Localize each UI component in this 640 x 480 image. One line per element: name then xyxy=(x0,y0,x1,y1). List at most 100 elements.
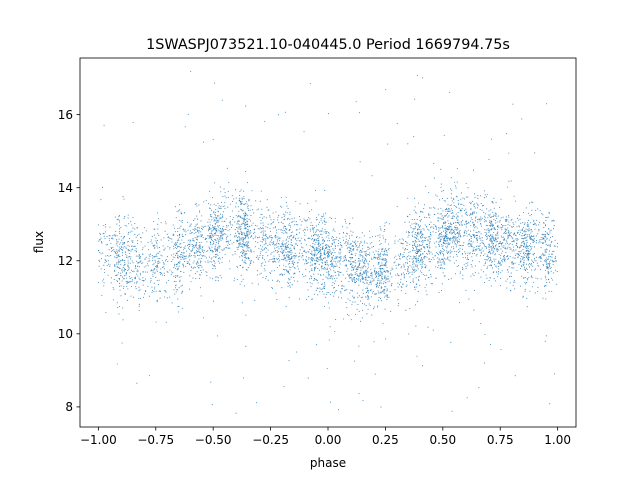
data-point xyxy=(489,221,491,223)
data-point xyxy=(229,215,231,218)
data-point xyxy=(148,258,150,260)
data-point xyxy=(353,296,355,298)
data-point xyxy=(333,264,335,266)
data-point xyxy=(341,245,343,247)
data-point xyxy=(297,224,299,226)
data-point xyxy=(380,271,382,273)
data-point xyxy=(277,236,279,238)
data-point xyxy=(441,283,443,285)
data-point xyxy=(134,250,136,252)
data-point xyxy=(550,277,553,279)
data-point xyxy=(296,234,298,236)
data-point xyxy=(408,333,410,335)
data-point xyxy=(427,239,429,241)
data-point xyxy=(421,263,423,265)
data-point xyxy=(466,258,468,261)
data-point xyxy=(239,283,241,285)
data-point xyxy=(287,251,289,253)
data-point xyxy=(349,249,351,251)
data-point xyxy=(351,290,353,292)
data-point xyxy=(219,238,221,240)
data-point xyxy=(243,220,245,222)
data-point xyxy=(522,296,524,298)
data-point xyxy=(467,187,469,189)
data-point xyxy=(461,223,463,225)
data-point xyxy=(171,302,173,304)
data-point xyxy=(255,256,258,259)
data-point xyxy=(378,262,380,264)
data-point xyxy=(367,290,369,292)
data-point xyxy=(396,258,398,260)
data-point xyxy=(412,236,414,238)
data-point xyxy=(347,298,349,300)
data-point xyxy=(269,235,271,237)
data-point xyxy=(324,223,326,225)
data-point xyxy=(546,217,548,219)
data-point xyxy=(508,266,510,268)
data-point xyxy=(246,213,248,215)
data-point xyxy=(152,257,154,259)
data-point xyxy=(241,232,243,234)
data-point xyxy=(219,246,221,248)
data-point xyxy=(163,272,165,274)
chart-title: 1SWASPJ073521.10-040445.0 Period 1669794… xyxy=(146,37,510,53)
data-point xyxy=(151,270,153,272)
data-point xyxy=(149,255,151,258)
data-point xyxy=(395,274,397,276)
data-point xyxy=(171,254,173,256)
data-point xyxy=(369,276,371,278)
data-point xyxy=(528,245,530,247)
data-point xyxy=(235,412,237,414)
data-point xyxy=(508,215,510,217)
data-point xyxy=(258,236,260,238)
data-point xyxy=(377,292,380,294)
data-point xyxy=(244,212,246,214)
data-point xyxy=(457,212,459,214)
data-point xyxy=(222,250,224,252)
data-point xyxy=(327,240,329,242)
data-point xyxy=(497,276,499,278)
data-point xyxy=(493,248,495,250)
data-point xyxy=(483,362,486,364)
data-point xyxy=(155,237,157,239)
data-point xyxy=(260,213,262,215)
data-point xyxy=(254,224,256,227)
data-point xyxy=(176,253,178,255)
data-point xyxy=(486,193,488,195)
data-point xyxy=(369,305,371,307)
data-point xyxy=(512,261,514,263)
data-point xyxy=(136,273,138,275)
data-point xyxy=(372,290,374,292)
data-point xyxy=(479,245,481,247)
data-point xyxy=(138,286,140,288)
data-point xyxy=(350,251,352,253)
data-point xyxy=(299,219,301,221)
data-point xyxy=(454,237,456,239)
data-point xyxy=(127,244,129,246)
data-point xyxy=(128,268,130,270)
data-point xyxy=(526,241,528,244)
data-point xyxy=(428,207,430,209)
data-point xyxy=(129,277,131,279)
data-point xyxy=(437,260,439,262)
data-point xyxy=(346,306,348,309)
data-point xyxy=(535,209,537,212)
data-point xyxy=(405,257,407,259)
data-point xyxy=(520,244,522,246)
data-point xyxy=(491,220,493,222)
data-point xyxy=(426,274,428,276)
data-point xyxy=(413,257,415,259)
data-point xyxy=(441,215,443,217)
data-point xyxy=(114,266,116,268)
data-point xyxy=(433,227,435,229)
data-point xyxy=(331,257,333,259)
data-point xyxy=(115,230,117,232)
data-point xyxy=(429,253,431,255)
data-point xyxy=(435,277,437,279)
data-point xyxy=(451,211,453,214)
data-point xyxy=(287,217,289,219)
data-point xyxy=(459,272,461,274)
data-point xyxy=(285,247,287,249)
data-point xyxy=(202,246,204,248)
data-point xyxy=(288,258,290,260)
